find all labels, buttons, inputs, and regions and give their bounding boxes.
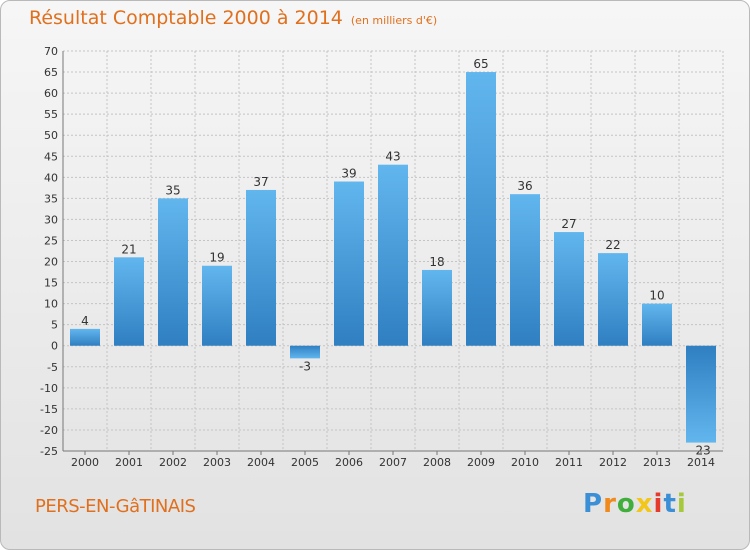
bar [686,345,716,443]
data-label: 37 [253,175,268,189]
x-tick-label: 2012 [599,456,627,469]
x-tick-label: 2006 [335,456,363,469]
logo-letter: r [603,489,617,519]
x-tick-label: 2005 [291,456,319,469]
y-tick-label: 60 [44,87,58,100]
bar [158,198,188,346]
y-tick-label: 20 [44,256,58,269]
data-label: 4 [81,314,89,328]
x-tick-label: 2008 [423,456,451,469]
proxiti-logo: Proxiti [583,489,687,519]
chart-title: Résultat Comptable 2000 à 2014 (en millie… [29,7,437,29]
data-label: 36 [517,179,532,193]
y-tick-label: 70 [44,45,58,58]
logo-letter: i [676,489,687,519]
y-tick-label: 35 [44,192,58,205]
y-tick-label: 30 [44,213,58,226]
y-tick-label: 5 [51,319,58,332]
bar [334,181,364,346]
commune-name: PERS-EN-GâTINAIS [35,496,196,517]
bar [290,345,320,359]
x-tick-label: 2003 [203,456,231,469]
y-tick-label: -5 [47,361,58,374]
y-tick-label: 40 [44,171,58,184]
x-tick-label: 2011 [555,456,583,469]
data-label: 10 [649,289,664,303]
y-tick-label: -15 [40,403,58,416]
data-label: -3 [299,359,311,373]
y-tick-label: 10 [44,298,58,311]
title-unit: (en milliers d'€) [350,14,438,27]
x-tick-label: 2004 [247,456,275,469]
logo-letter: o [616,489,636,519]
data-label: 65 [473,57,488,71]
bar [246,189,276,346]
data-label: 21 [121,242,136,256]
y-tick-label: 45 [44,150,58,163]
logo-letter: t [663,489,677,519]
logo-letter: i [653,489,664,519]
data-label: 39 [341,167,356,181]
bar [510,194,540,346]
bar [598,253,628,346]
y-tick-label: 25 [44,234,58,247]
y-tick-label: 55 [44,108,58,121]
y-tick-label: 15 [44,277,58,290]
bar [202,265,232,346]
data-label: 19 [209,251,224,265]
title-text: Résultat Comptable 2000 à 2014 [29,7,343,29]
bar [554,232,584,346]
logo-letter: P [583,489,604,519]
bar [466,72,496,346]
x-tick-label: 2010 [511,456,539,469]
x-tick-label: 2002 [159,456,187,469]
y-tick-label: -10 [40,382,58,395]
x-tick-label: 2000 [71,456,99,469]
x-tick-label: 2009 [467,456,495,469]
data-label: 35 [165,183,180,197]
x-tick-label: 2013 [643,456,671,469]
y-tick-label: 65 [44,66,58,79]
data-label: 18 [429,255,444,269]
y-tick-label: -20 [40,424,58,437]
y-tick-label: -25 [40,445,58,458]
bar [422,269,452,346]
x-tick-label: 2007 [379,456,407,469]
x-tick-label: 2001 [115,456,143,469]
data-label: 43 [385,150,400,164]
bar [70,328,100,346]
x-tick-label: 2014 [687,456,715,469]
y-tick-label: 50 [44,129,58,142]
bar [642,303,672,346]
logo-letter: x [635,489,654,519]
bar [378,164,408,346]
data-label: 27 [561,217,576,231]
bar [114,257,144,346]
data-label: 22 [605,238,620,252]
y-tick-label: 0 [51,340,58,353]
